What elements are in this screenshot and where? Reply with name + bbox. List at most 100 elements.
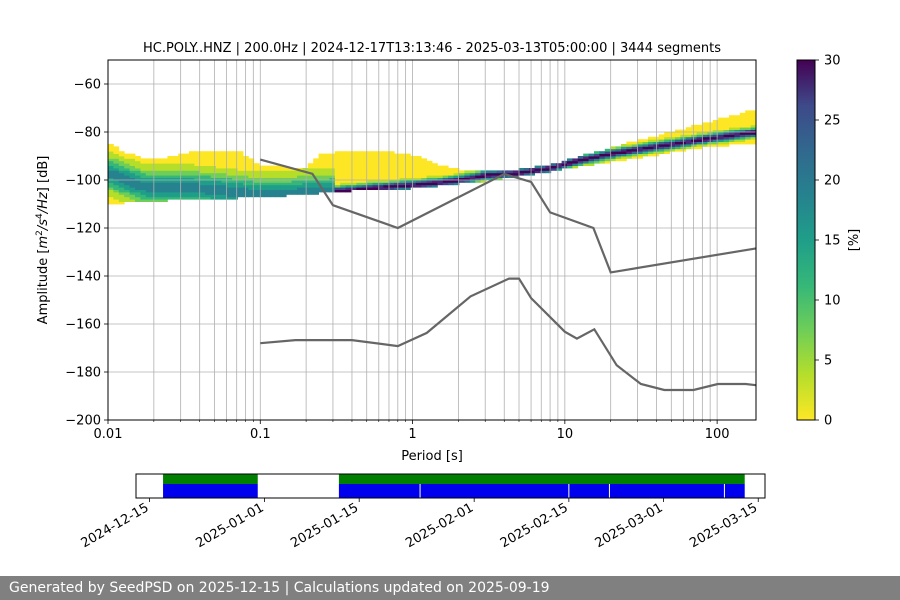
pdf-cell: [210, 172, 217, 176]
pdf-cell: [448, 177, 454, 181]
pdf-cell: [712, 132, 719, 135]
pdf-cell: [129, 177, 136, 181]
pdf-cell: [702, 124, 708, 128]
pdf-cell: [162, 182, 168, 186]
pdf-cell: [318, 172, 325, 176]
pdf-cell: [291, 182, 298, 186]
pdf-cell: [264, 165, 271, 169]
pdf-cell: [113, 168, 120, 171]
pdf-cell: [129, 170, 136, 174]
pdf-cell: [437, 177, 444, 181]
pdf-cell: [140, 189, 147, 193]
pdf-cell: [172, 170, 179, 174]
pdf-cell: [221, 151, 228, 154]
pdf-cell: [108, 180, 114, 183]
pdf-cell: [664, 151, 670, 154]
pdf-cell: [118, 189, 125, 193]
pdf-cell: [567, 160, 573, 164]
pdf-cell: [383, 184, 390, 188]
pdf-cell: [221, 168, 228, 171]
pdf-cell: [421, 160, 427, 164]
pdf-cell: [275, 165, 282, 169]
pdf-cell: [313, 189, 319, 193]
pdf-cell: [210, 194, 217, 198]
pdf-cell: [329, 189, 336, 193]
pdf-cell: [118, 196, 125, 200]
pdf-cell: [199, 170, 206, 174]
pdf-cell: [329, 180, 336, 183]
pdf-cell: [691, 132, 697, 135]
chart-title: HC.POLY..HNZ | 200.0Hz | 2024-12-17T13:1…: [143, 41, 721, 56]
pdf-cell: [356, 170, 363, 174]
pdf-cell: [432, 170, 438, 174]
pdf-cell: [523, 172, 530, 176]
pdf-cell: [113, 192, 120, 195]
pdf-cell: [421, 165, 427, 169]
pdf-cell: [361, 177, 368, 181]
pdf-cell: [297, 192, 303, 195]
pdf-cell: [178, 165, 184, 169]
pdf-cell: [232, 160, 238, 164]
pdf-cell: [383, 177, 390, 181]
pdf-cell: [453, 175, 460, 178]
pdf-cell: [426, 172, 433, 176]
pdf-cell: [124, 156, 130, 159]
pdf-cell: [189, 194, 195, 198]
pdf-cell: [658, 148, 665, 152]
pdf-cell: [194, 192, 201, 195]
pdf-cell: [297, 182, 303, 186]
pdf-cell: [205, 160, 211, 164]
colorbar-label: [%]: [847, 229, 862, 252]
pdf-cell: [459, 170, 465, 174]
pdf-cell: [340, 182, 346, 186]
pdf-cell: [189, 165, 195, 169]
pdf-cell: [226, 156, 233, 159]
pdf-cell: [718, 141, 724, 145]
pdf-cell: [118, 168, 125, 171]
pdf-cell: [518, 172, 525, 176]
pdf-cell: [113, 177, 120, 181]
pdf-cell: [145, 187, 152, 190]
pdf-cell: [205, 163, 211, 166]
pdf-cell: [216, 187, 222, 190]
pdf-cell: [750, 124, 756, 128]
pdf-cell: [534, 168, 541, 171]
pdf-cell: [502, 175, 508, 178]
pdf-cell: [691, 146, 697, 150]
pdf-cell: [113, 189, 120, 193]
pdf-cell: [189, 153, 195, 157]
pdf-cell: [615, 156, 622, 159]
pdf-cell: [648, 146, 654, 150]
pdf-cell: [426, 180, 433, 183]
pdf-cell: [415, 165, 422, 169]
pdf-cell: [135, 182, 141, 186]
pdf-cell: [361, 158, 368, 162]
pdf-cell: [421, 170, 427, 174]
pdf-cell: [356, 172, 363, 176]
pdf-cell: [394, 187, 400, 190]
pdf-cell: [378, 151, 384, 154]
pdf-cell: [734, 117, 741, 121]
pdf-cell: [248, 184, 255, 188]
pdf-cell: [307, 187, 314, 190]
pdf-cell: [421, 182, 427, 186]
pdf-cell: [232, 172, 238, 176]
pdf-cell: [675, 144, 681, 147]
pdf-cell: [723, 127, 730, 130]
pdf-cell: [658, 151, 665, 154]
pdf-cell: [723, 134, 730, 138]
pdf-cell: [162, 175, 168, 178]
pdf-cell: [356, 151, 363, 154]
pdf-cell: [378, 182, 384, 186]
pdf-cell: [156, 194, 163, 198]
pdf-cell: [118, 192, 125, 195]
pdf-cell: [113, 184, 120, 188]
pdf-cell: [183, 163, 190, 166]
pdf-cell: [658, 134, 665, 138]
pdf-cell: [178, 156, 184, 159]
pdf-cell: [534, 165, 541, 169]
pdf-cell: [297, 177, 303, 181]
pdf-cell: [286, 182, 292, 186]
pdf-cell: [345, 165, 352, 169]
pdf-cell: [415, 170, 422, 174]
